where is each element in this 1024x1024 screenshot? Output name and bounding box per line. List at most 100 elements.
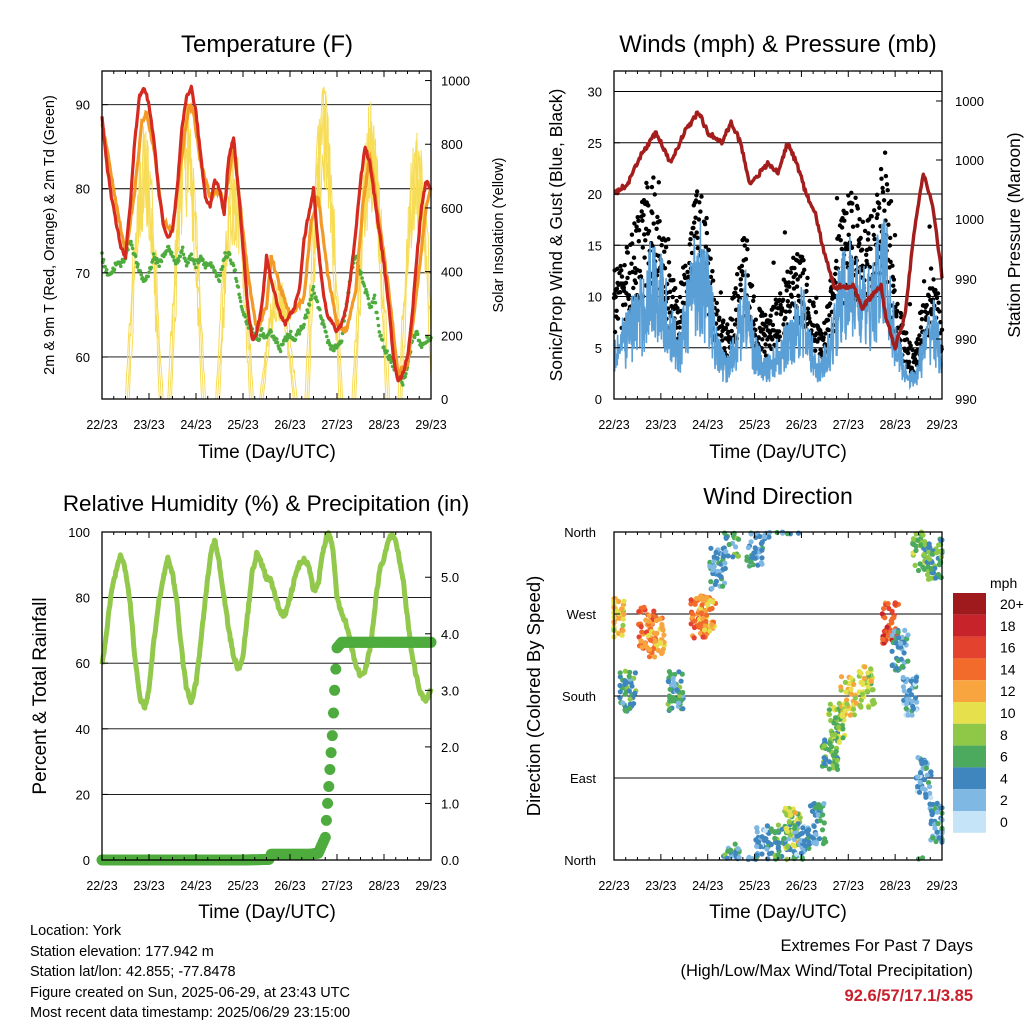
direction-point: [858, 679, 864, 686]
direction-point: [754, 843, 760, 850]
temperature-ylabel: 2m & 9m T (Red, Orange) & 2m Td (Green): [42, 95, 58, 375]
direction-point: [840, 726, 846, 732]
direction-point: [766, 534, 772, 540]
gust-point: [706, 247, 711, 253]
precip-point: [323, 781, 335, 792]
gust-point: [919, 317, 925, 322]
gust-point: [745, 273, 750, 278]
gust-point: [638, 274, 644, 279]
direction-point: [670, 675, 676, 682]
direction-point: [813, 841, 819, 847]
direction-point: [827, 701, 833, 707]
direction-point: [746, 854, 752, 861]
dewpoint-point: [201, 257, 205, 262]
direction-point: [920, 855, 926, 861]
gust-point: [846, 193, 851, 198]
y-right-tick-label: 0: [441, 392, 448, 407]
solar-ylabel: Solar Insolation (Yellow): [491, 157, 507, 312]
direction-point: [881, 606, 887, 612]
gust-point: [768, 319, 773, 324]
gust-point: [640, 245, 645, 250]
dewpoint-point: [387, 353, 392, 358]
y-tick-label: 70: [76, 266, 90, 281]
gust-point: [662, 266, 668, 271]
direction-point: [622, 668, 629, 674]
gust-point: [632, 221, 637, 226]
gust-point: [866, 217, 872, 222]
gust-point: [650, 210, 655, 216]
gust-point: [785, 269, 790, 274]
gust-point: [651, 221, 656, 226]
gust-point: [868, 246, 873, 252]
gust-point: [685, 269, 690, 275]
gust-point: [908, 343, 913, 348]
direction-point: [619, 606, 625, 612]
dewpoint-point: [302, 322, 306, 327]
gust-point: [735, 272, 740, 277]
gust-point: [887, 243, 893, 248]
gust-point: [673, 286, 678, 291]
direction-point: [905, 632, 911, 638]
dewpoint-point: [180, 245, 185, 250]
gust-point: [907, 302, 913, 307]
direction-point: [754, 829, 760, 835]
gust-point: [636, 228, 642, 233]
gust-point: [678, 308, 683, 314]
gust-point: [717, 315, 722, 320]
gust-point: [839, 225, 845, 230]
gust-point: [788, 270, 793, 275]
gust-point: [693, 215, 698, 220]
direction-point: [786, 819, 792, 825]
direction-point: [707, 628, 713, 634]
x-tick-label: 25/23: [227, 879, 258, 893]
x-tick-label: 29/23: [415, 418, 446, 432]
gust-point: [826, 327, 831, 333]
direction-point: [638, 638, 644, 644]
temperature-title: Temperature (F): [181, 31, 353, 58]
direction-point: [904, 701, 910, 707]
direction-point: [889, 662, 895, 669]
direction-point: [844, 697, 850, 703]
dewpoint-point: [103, 264, 107, 269]
legend-swatch: [953, 593, 986, 615]
direction-point: [730, 554, 736, 560]
direction-point: [858, 697, 864, 703]
direction-point: [806, 827, 812, 833]
y-tick-label: 0: [595, 392, 602, 407]
solar-line: [308, 105, 340, 400]
direction-point: [840, 735, 846, 741]
direction-point: [871, 700, 878, 706]
direction-point: [652, 654, 658, 660]
direction-point: [705, 601, 711, 607]
x-tick-label: 22/23: [86, 418, 117, 432]
direction-point: [799, 830, 805, 836]
gust-point: [793, 272, 799, 277]
gust-point: [827, 301, 833, 306]
dewpoint-point: [181, 252, 186, 257]
gust-point: [821, 335, 826, 340]
gust-point: [626, 293, 632, 298]
legend-label: 18: [1000, 618, 1016, 634]
direction-point: [703, 612, 710, 618]
direction-point: [762, 828, 768, 834]
direction-point: [627, 669, 633, 675]
x-tick-label: 23/23: [645, 879, 676, 893]
direction-point: [667, 706, 673, 712]
y-tick-label: East: [570, 771, 596, 786]
gust-point: [876, 201, 882, 206]
gust-point: [763, 312, 768, 318]
gust-point: [618, 290, 623, 295]
x-tick-label: 27/23: [833, 879, 864, 893]
direction-point: [691, 635, 697, 641]
gust-point: [622, 263, 627, 268]
dewpoint-point: [189, 252, 194, 256]
gust-point: [891, 277, 897, 282]
gust-point: [839, 246, 844, 252]
dewpoint-point: [238, 295, 242, 300]
gust-point: [732, 322, 738, 327]
gust-point: [694, 193, 699, 198]
direction-point: [913, 678, 919, 684]
gust-point: [787, 309, 792, 314]
y-tick-label: 60: [76, 350, 90, 365]
